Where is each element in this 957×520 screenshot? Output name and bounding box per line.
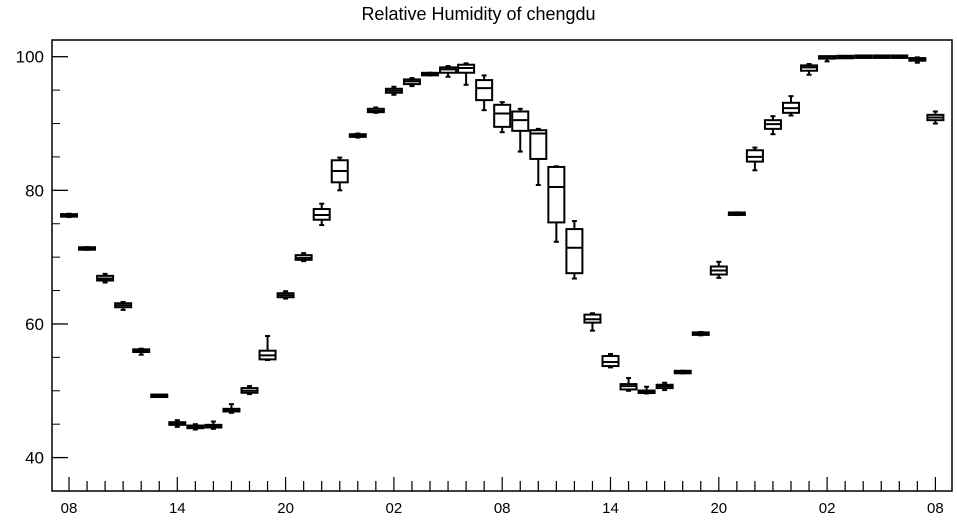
box-28	[565, 220, 584, 280]
box-iqr	[601, 355, 620, 368]
x-tick-label: 08	[927, 500, 944, 517]
box-iqr	[547, 165, 566, 224]
x-tick-label: 02	[386, 500, 403, 517]
y-tick-label: 80	[25, 181, 44, 200]
box-37	[727, 211, 746, 217]
box-10	[240, 385, 259, 396]
x-axis: 08 14 20 02 08 14 20 02 08	[61, 477, 944, 517]
x-tick-label: 08	[494, 500, 511, 517]
box-42	[818, 55, 837, 63]
box-48	[926, 110, 945, 125]
box-36	[709, 260, 728, 279]
box-32	[637, 385, 656, 395]
box-9	[222, 403, 241, 414]
box-13	[294, 252, 313, 263]
box-16	[348, 132, 367, 139]
box-3	[114, 300, 133, 311]
x-tick-label: 14	[169, 500, 186, 517]
box-19	[402, 77, 421, 88]
box-21	[439, 65, 458, 78]
y-axis: 40 60 80 100	[16, 48, 68, 468]
box-2	[96, 272, 115, 284]
box-24	[493, 101, 512, 134]
box-39	[763, 115, 782, 136]
box-iqr	[511, 110, 530, 132]
chart-title: Relative Humidity of chengdu	[361, 4, 596, 24]
box-30	[601, 353, 620, 369]
box-15	[330, 156, 349, 192]
box-47	[908, 56, 927, 64]
box-iqr	[475, 79, 494, 102]
box-0	[60, 212, 78, 219]
x-tick-label: 02	[819, 500, 836, 517]
box-iqr	[745, 149, 764, 163]
box-29	[583, 312, 602, 332]
box-18	[384, 85, 403, 96]
box-iqr	[529, 129, 548, 160]
box-41	[800, 63, 819, 76]
x-tick-label: 20	[277, 500, 294, 517]
box-46	[890, 54, 909, 59]
box-25	[511, 107, 530, 153]
y-tick-label: 100	[16, 48, 44, 67]
x-tick-label: 20	[710, 500, 727, 517]
box-45	[872, 54, 891, 59]
y-tick-label: 60	[25, 315, 44, 334]
box-23	[475, 74, 494, 112]
box-35	[691, 330, 710, 337]
box-11	[258, 334, 277, 362]
box-38	[745, 146, 764, 172]
box-5	[150, 393, 169, 399]
box-43	[836, 54, 855, 60]
box-17	[366, 106, 385, 114]
y-tick-label: 40	[25, 449, 44, 468]
box-31	[619, 377, 638, 392]
x-tick-label: 08	[61, 500, 78, 517]
box-1	[78, 246, 97, 251]
box-22	[457, 62, 476, 86]
x-tick-label: 14	[602, 500, 619, 517]
box-series	[60, 54, 945, 431]
box-26	[529, 127, 548, 186]
box-6	[168, 419, 187, 428]
box-27	[547, 165, 566, 243]
box-4	[132, 347, 151, 356]
box-44	[854, 54, 873, 59]
box-7	[186, 423, 205, 431]
box-12	[276, 290, 295, 300]
box-14	[312, 202, 331, 227]
box-20	[421, 71, 439, 77]
box-40	[782, 95, 800, 117]
box-iqr	[493, 103, 512, 128]
box-34	[673, 369, 692, 375]
box-8	[204, 420, 223, 430]
box-33	[655, 381, 674, 392]
box-iqr	[565, 228, 584, 275]
